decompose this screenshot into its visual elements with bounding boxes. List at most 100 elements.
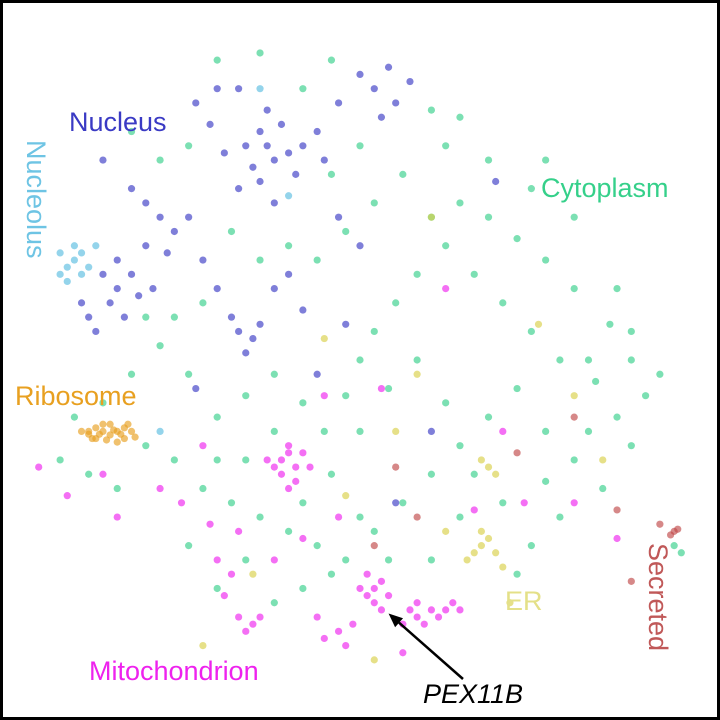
point-cytoplasm [527, 185, 535, 193]
point-ribosome [113, 438, 121, 446]
point-cytoplasm [370, 327, 378, 336]
point-mitochondrion [206, 520, 214, 528]
point-cytoplasm [213, 584, 221, 593]
point-mitochondrion [277, 470, 286, 478]
point-mitochondrion [177, 499, 186, 507]
point-mitochondrion [427, 606, 435, 614]
point-mitochondrion [306, 463, 314, 471]
point-mitochondrion [235, 527, 243, 535]
point-cytoplasm [370, 199, 378, 207]
point-mitochondrion [220, 592, 228, 600]
point-cytoplasm [313, 256, 321, 264]
point-mitochondrion [370, 599, 378, 607]
point-cytoplasm [384, 556, 393, 564]
point-mitochondrion [63, 492, 71, 500]
point-er [599, 456, 607, 464]
point-mitochondrion [384, 592, 393, 600]
point-cytoplasm [142, 313, 150, 321]
point-nucleus [206, 120, 214, 128]
point-mitochondrion [470, 506, 478, 514]
point-nucleolus [63, 277, 71, 286]
point-cytoplasm [542, 256, 550, 264]
point-nucleus [256, 177, 264, 186]
point-nucleolus [56, 249, 64, 257]
point-mitochondrion [363, 592, 371, 600]
point-cytoplasm [156, 342, 164, 350]
point-nucleus [227, 313, 236, 321]
point-nucleus [185, 213, 193, 221]
point-nucleus [263, 142, 271, 150]
point-nucleus [77, 299, 86, 307]
point-mitochondrion [320, 392, 328, 400]
point-ribosome [124, 420, 132, 428]
point-cytoplasm [356, 427, 364, 435]
point-mitochondrion [434, 613, 443, 621]
point-nucleus [320, 156, 328, 164]
point-cytoplasm [584, 356, 593, 364]
point-nucleus [392, 499, 400, 507]
point-ribosome [106, 431, 114, 439]
point-nucleolus [77, 270, 86, 278]
point-cytoplasm [556, 513, 564, 521]
point-nucleus [92, 327, 100, 336]
label-nucleolus: Nucleolus [21, 140, 51, 259]
point-cytoplasm [327, 470, 336, 478]
point-mitochondrion [292, 463, 300, 471]
point-nucleus [149, 285, 157, 293]
point-cytoplasm [570, 213, 578, 221]
point-mitochondrion [413, 599, 421, 607]
point-mitochondrion [613, 534, 621, 543]
point-mitochondrion [456, 606, 464, 614]
point-cytoplasm [170, 313, 178, 321]
point-ribosome [85, 430, 93, 438]
point-cytoplasm [427, 106, 435, 114]
point-mitochondrion [213, 556, 221, 564]
point-ribosome [99, 420, 107, 428]
point-mitochondrion [370, 584, 378, 593]
point-er [499, 563, 507, 571]
point-mitochondrion [156, 484, 164, 493]
point-cytoplasm [627, 356, 635, 364]
point-cytoplasm [142, 442, 150, 450]
point-cytoplasm [527, 327, 535, 336]
point-cytoplasm [242, 456, 250, 464]
point-nucleus [377, 113, 386, 121]
point-cytoplasm [270, 599, 278, 607]
point-secreted [627, 577, 635, 585]
point-nucleus [113, 285, 121, 293]
point-cytoplasm [413, 270, 421, 278]
point-cytoplasm [599, 484, 607, 493]
point-nucleolus [70, 256, 78, 264]
plot-area [35, 49, 685, 680]
point-secreted [666, 531, 675, 539]
point-nucleus [156, 213, 164, 221]
point-cytoplasm [327, 170, 336, 178]
point-nucleus [242, 349, 250, 357]
point-mitochondrion [377, 606, 386, 614]
point-mitochondrion [270, 463, 278, 471]
point-mitochondrion [334, 513, 343, 521]
point-mitochondrion [199, 442, 207, 450]
point-er [506, 599, 514, 607]
point-cytoplasm [85, 470, 93, 478]
point-cytoplasm [256, 256, 264, 264]
point-er [484, 534, 493, 543]
point-cytoplasm [484, 213, 493, 221]
point-nucleus [392, 99, 400, 107]
point-nucleolus [63, 263, 71, 271]
point-er [492, 470, 500, 478]
point-mitochondrion [377, 384, 386, 393]
point-ribosome [106, 420, 114, 428]
point-cytoplasm [627, 442, 635, 450]
point-cytoplasm [356, 142, 364, 150]
point-nucleus [192, 384, 200, 393]
point-cytoplasm [456, 199, 464, 207]
point-nucleus [99, 156, 107, 164]
point-nucleus [85, 313, 93, 321]
point-nucleus [163, 249, 171, 257]
point-mitochondrion [285, 442, 293, 450]
point-cytoplasm [413, 356, 421, 364]
point-cytoplasm [185, 142, 193, 150]
point-nucleus [334, 99, 343, 107]
